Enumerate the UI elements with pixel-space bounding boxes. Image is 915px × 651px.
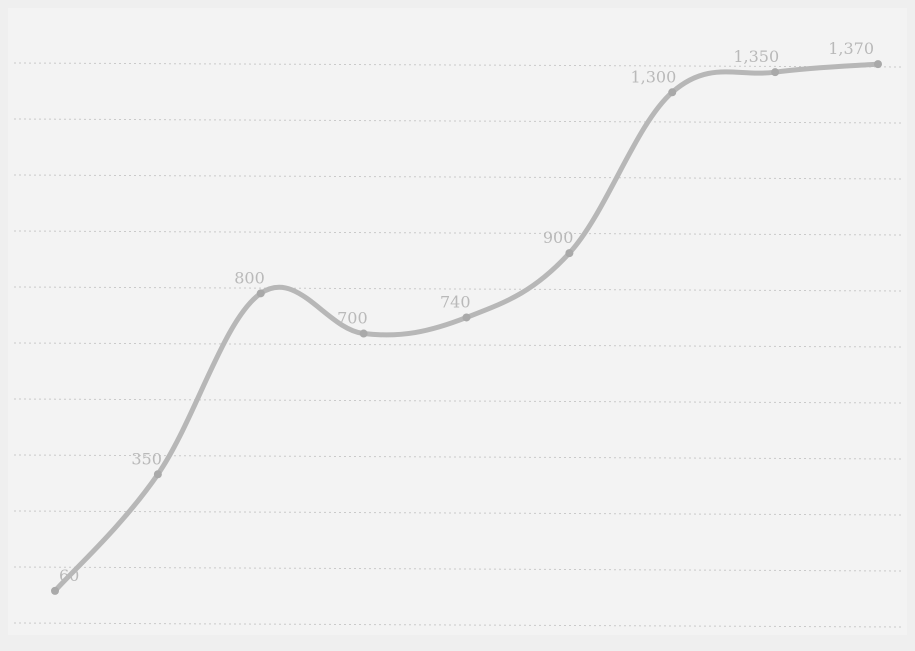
- data-label: 700: [337, 309, 368, 328]
- gridline: [13, 566, 905, 572]
- data-label: 740: [440, 292, 471, 311]
- data-point: [153, 470, 162, 479]
- data-label: 350: [131, 449, 162, 468]
- data-point: [359, 329, 368, 338]
- series-line: [52, 61, 881, 594]
- gridlines: [13, 62, 905, 628]
- data-label: 1,350: [733, 47, 779, 66]
- gridline: [13, 118, 905, 124]
- data-point: [771, 68, 780, 77]
- data-label: 60: [59, 566, 79, 585]
- data-label: 800: [234, 268, 265, 287]
- data-point: [668, 88, 677, 97]
- data-label: 1,370: [828, 39, 874, 58]
- data-point: [256, 289, 265, 298]
- gridline: [13, 454, 905, 460]
- gridline: [13, 510, 905, 516]
- data-label: 900: [543, 228, 574, 247]
- data-point: [565, 249, 574, 258]
- gridline: [13, 230, 905, 236]
- gridline: [13, 398, 905, 404]
- data-point: [462, 313, 471, 322]
- data-label: 1,300: [630, 67, 676, 86]
- gridline: [13, 622, 905, 628]
- data-point: [51, 586, 59, 595]
- data-point: [874, 60, 882, 69]
- gridline: [13, 174, 905, 180]
- data-labels: 60 350 800 700 740 900 1,300 1,350 1,370: [59, 39, 874, 585]
- gridline: [13, 342, 905, 348]
- data-points: [51, 60, 882, 595]
- gridline: [13, 286, 905, 292]
- gridline: [13, 62, 905, 68]
